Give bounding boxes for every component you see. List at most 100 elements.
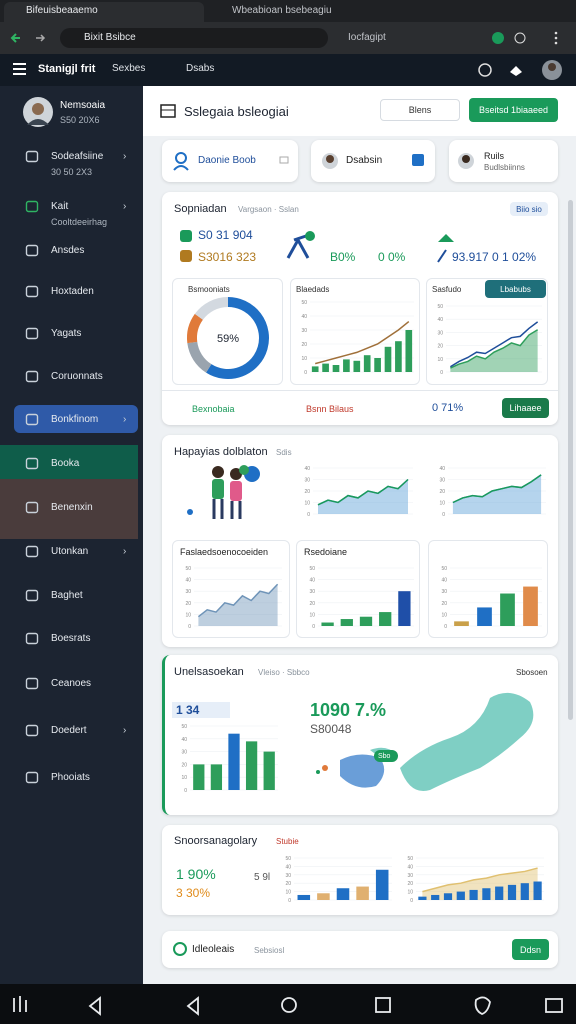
nav-label[interactable]: Kait <box>51 201 69 212</box>
nav-label[interactable]: Yagats <box>51 328 82 339</box>
bar-chart: 0 10 20 30 40 50 <box>441 566 542 630</box>
nav-highlight[interactable] <box>0 445 138 479</box>
y-tick-label: 50 <box>185 566 191 572</box>
panel-title: Bsmooniats <box>188 285 230 294</box>
y-tick-label: 40 <box>407 864 413 870</box>
y-tick-label: 50 <box>437 304 443 310</box>
nav-label[interactable]: Benenxin <box>51 502 93 513</box>
bar <box>456 891 465 900</box>
bar <box>193 764 205 790</box>
search-field[interactable]: Iocfagipt <box>348 32 386 43</box>
nav-icon <box>25 457 39 470</box>
url-field[interactable] <box>60 28 328 48</box>
footer-button[interactable]: Lihaaee <box>502 398 549 418</box>
y-tick-label: 50 <box>407 856 413 862</box>
nav-label[interactable]: Baghet <box>51 590 83 601</box>
nav-icon <box>25 150 39 163</box>
menu-icon[interactable] <box>12 62 28 76</box>
y-tick-label: 0 <box>288 898 291 904</box>
y-tick-label: 30 <box>304 478 310 484</box>
nav-sub: Cooltdeeirhag <box>51 217 108 227</box>
bar <box>405 330 413 372</box>
nav-label[interactable]: Hoxtaden <box>51 286 94 297</box>
bar <box>340 619 353 626</box>
bar-chart: 0 10 20 30 40 50 <box>181 724 278 794</box>
y-tick-label: 20 <box>309 601 315 607</box>
icon-shape <box>25 457 39 470</box>
nav-label[interactable]: Booka <box>51 458 80 469</box>
footer-button[interactable]: Ddsn <box>512 939 549 960</box>
bar <box>245 741 258 790</box>
nav-label[interactable]: Phooiats <box>51 772 90 783</box>
scrollbar[interactable] <box>568 200 573 720</box>
y-tick-label: 20 <box>439 489 445 495</box>
footer-subtitle: Sebsiosl <box>254 946 285 955</box>
bar <box>379 612 392 626</box>
y-tick-label: 10 <box>181 775 187 781</box>
bar <box>507 884 517 900</box>
y-tick-label: 50 <box>285 856 291 862</box>
card-action[interactable]: Sbosoen <box>516 668 548 677</box>
nav-icon <box>25 413 39 426</box>
card-title: Unelsasoekan <box>174 666 244 678</box>
icon-shape <box>25 632 39 645</box>
y-tick-label: 0 <box>307 512 310 518</box>
area-chart: 0 10 20 30 40 50 <box>437 304 542 376</box>
chevron: › <box>123 201 127 212</box>
bar-chart: 0 10 20 30 40 50 <box>309 566 414 630</box>
y-tick-label: 30 <box>439 478 445 484</box>
header-icon <box>160 104 176 118</box>
icon-shape <box>25 724 39 737</box>
icon-shape <box>25 327 39 340</box>
y-tick-label: 0 <box>440 370 443 376</box>
nav-icon <box>25 589 39 602</box>
icon-shape <box>25 150 39 163</box>
bar <box>363 355 371 372</box>
y-tick-label: 10 <box>285 890 291 896</box>
y-tick-label: 50 <box>181 724 187 730</box>
y-tick-label: 20 <box>185 601 191 607</box>
y-tick-label: 10 <box>309 612 315 618</box>
y-tick-label: 0 <box>312 624 315 630</box>
bar <box>311 366 319 372</box>
nav-label[interactable]: Utonkan <box>51 546 89 557</box>
nav-label[interactable]: Doedert <box>51 725 87 736</box>
y-tick-label: 20 <box>441 601 447 607</box>
y-tick-label: 50 <box>301 300 307 306</box>
primary-button[interactable]: Bseitsd 1biaaeed <box>469 98 558 122</box>
nav-label[interactable]: Sodeafsiine <box>51 151 104 162</box>
y-tick-label: 30 <box>181 750 187 756</box>
crumb[interactable]: Dsabs <box>186 63 215 74</box>
nav-label[interactable]: Bonkfinom <box>51 414 99 425</box>
nav-highlight[interactable] <box>14 405 138 433</box>
bar <box>356 886 369 900</box>
nav-label[interactable]: Ansdes <box>51 245 85 256</box>
system-nav <box>0 984 576 1024</box>
card-subtitle: Vargsaon · Sslan <box>238 205 299 214</box>
nav-label[interactable]: Coruonnats <box>51 371 103 382</box>
nav-icons <box>13 996 563 1016</box>
nav-highlight[interactable] <box>0 479 138 539</box>
nav-icon <box>25 677 39 690</box>
bar <box>443 893 453 900</box>
nav-icon <box>25 244 39 257</box>
area <box>422 868 538 900</box>
button[interactable]: Blens <box>380 99 460 121</box>
nav-label[interactable]: Ceanoes <box>51 678 92 689</box>
y-tick-label: 0 <box>304 370 307 376</box>
crumb[interactable]: Sexbes <box>112 63 146 74</box>
icon-shape <box>25 413 39 426</box>
tab-title[interactable]: Wbeabioan bsebeagiu <box>232 5 332 16</box>
nav-label[interactable]: Boesrats <box>51 633 91 644</box>
chip[interactable]: Biio sio <box>510 202 548 216</box>
nav-icon <box>25 327 39 340</box>
y-tick-label: 20 <box>181 762 187 768</box>
footer-stat: Bsnn Bilaus <box>306 404 354 414</box>
card-title: Snoorsanagolary <box>174 835 258 847</box>
card-subtitle: Stubie <box>276 837 299 846</box>
tab[interactable] <box>4 2 204 22</box>
panel-button[interactable]: Lbabubs <box>485 280 546 298</box>
nav-icon <box>25 501 39 514</box>
page-title: Sslegaia bsleogiai <box>184 104 289 119</box>
footer-stat: 0 71% <box>432 402 464 414</box>
